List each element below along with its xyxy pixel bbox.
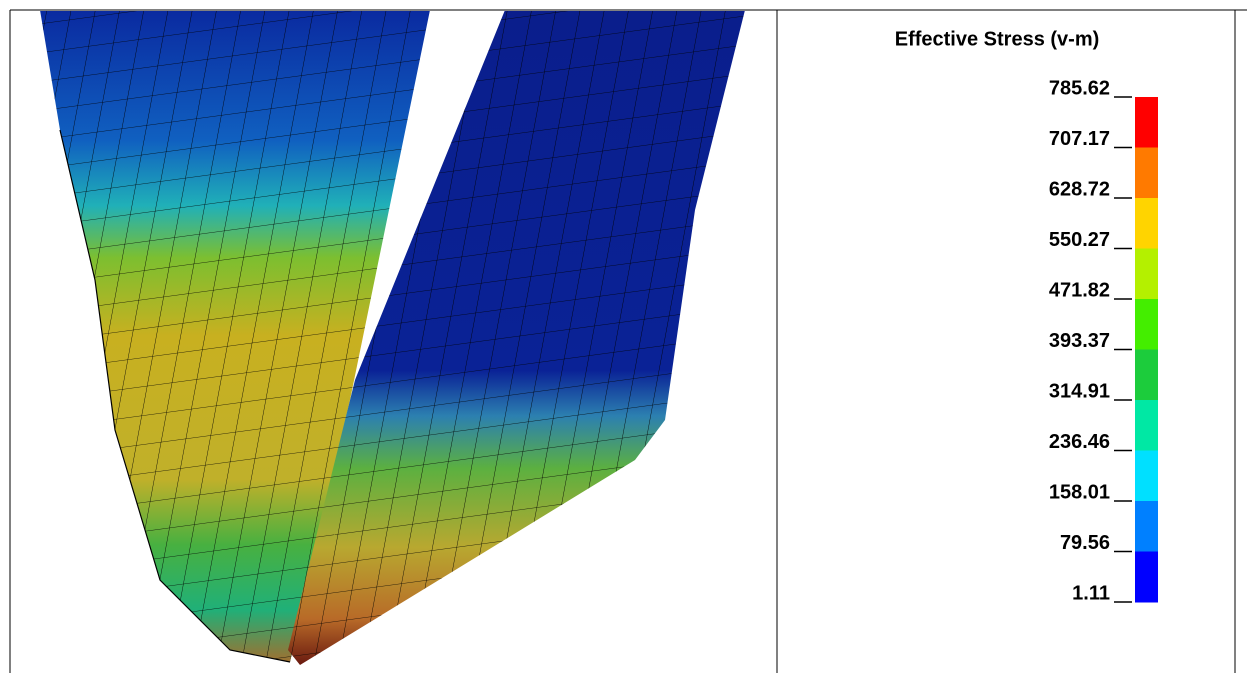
- legend-label: 79.56: [1060, 532, 1110, 554]
- color-bar-segment: [1135, 148, 1158, 199]
- color-bar-segment: [1135, 451, 1158, 502]
- color-bar-segment: [1135, 552, 1158, 603]
- legend-label: 314.91: [1049, 380, 1110, 402]
- document: Effective Stress (v-m) 785.62 707.17 628.7…: [0, 0, 1247, 673]
- page: Effective Stress (v-m) 785.62 707.17 628.7…: [0, 0, 1247, 673]
- legend-label: 628.72: [1049, 178, 1110, 200]
- legend-label: 707.17: [1049, 128, 1110, 150]
- legend-label: 785.62: [1049, 77, 1110, 99]
- legend-label: 1.11: [1072, 582, 1110, 604]
- color-bar-segment: [1135, 350, 1158, 401]
- stress-model-image: [40, 10, 745, 665]
- legend-label: 550.27: [1049, 229, 1110, 251]
- color-bar-segment: [1135, 501, 1158, 552]
- color-bar-segment: [1135, 198, 1158, 249]
- legend-label: 471.82: [1049, 279, 1110, 301]
- color-bar-segment: [1135, 97, 1158, 148]
- legend-title: Effective Stress (v-m): [895, 28, 1100, 50]
- legend-label: 236.46: [1049, 431, 1110, 453]
- legend-label: 158.01: [1049, 481, 1110, 503]
- color-bar-segment: [1135, 249, 1158, 300]
- color-bar-segment: [1135, 400, 1158, 451]
- color-bar-segment: [1135, 299, 1158, 350]
- legend-label: 393.37: [1049, 330, 1110, 352]
